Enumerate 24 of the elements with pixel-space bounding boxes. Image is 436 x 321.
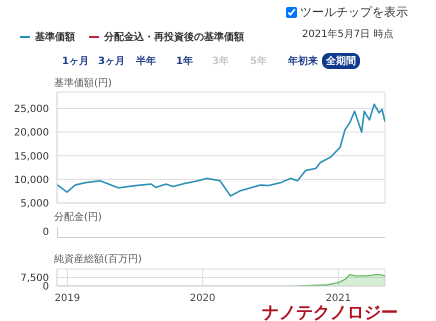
y-tick-label: 10,000 (14, 174, 49, 186)
text: 分配金(円) (54, 211, 102, 224)
text: ナノテクノロジー (262, 302, 398, 321)
x-tick-label: 2019 (54, 293, 80, 304)
text: 1ヶ月 (62, 55, 89, 69)
text: ツールチップを表示 (300, 4, 408, 21)
legend-label: 基準価額 (34, 30, 75, 44)
y-tick-label: 15,000 (14, 151, 49, 162)
legend-label: 分配金込・再投資後の基準価額 (102, 30, 244, 44)
text: 1年 (176, 54, 193, 69)
y-tick-label: 5,000 (20, 198, 49, 210)
y-axis-title: 純資産総額(百万円) (54, 252, 142, 266)
y-tick-label: 0 (42, 282, 49, 293)
chart-subtitle: 2021年5月7日 時点 (302, 28, 394, 41)
text: 3ヶ月 (98, 55, 125, 69)
text: 年初来 (288, 54, 318, 69)
y-tick-label: 20,000 (14, 128, 49, 139)
y-tick-label: 25,000 (14, 104, 49, 116)
text: 全期間 (322, 53, 360, 69)
text: 半年 (136, 54, 156, 69)
x-tick-label: 2020 (190, 293, 216, 304)
line-series (57, 103, 385, 197)
y-axis-title: 基準価額(円) (54, 76, 112, 90)
x-tick-label: 2021 (326, 293, 352, 304)
